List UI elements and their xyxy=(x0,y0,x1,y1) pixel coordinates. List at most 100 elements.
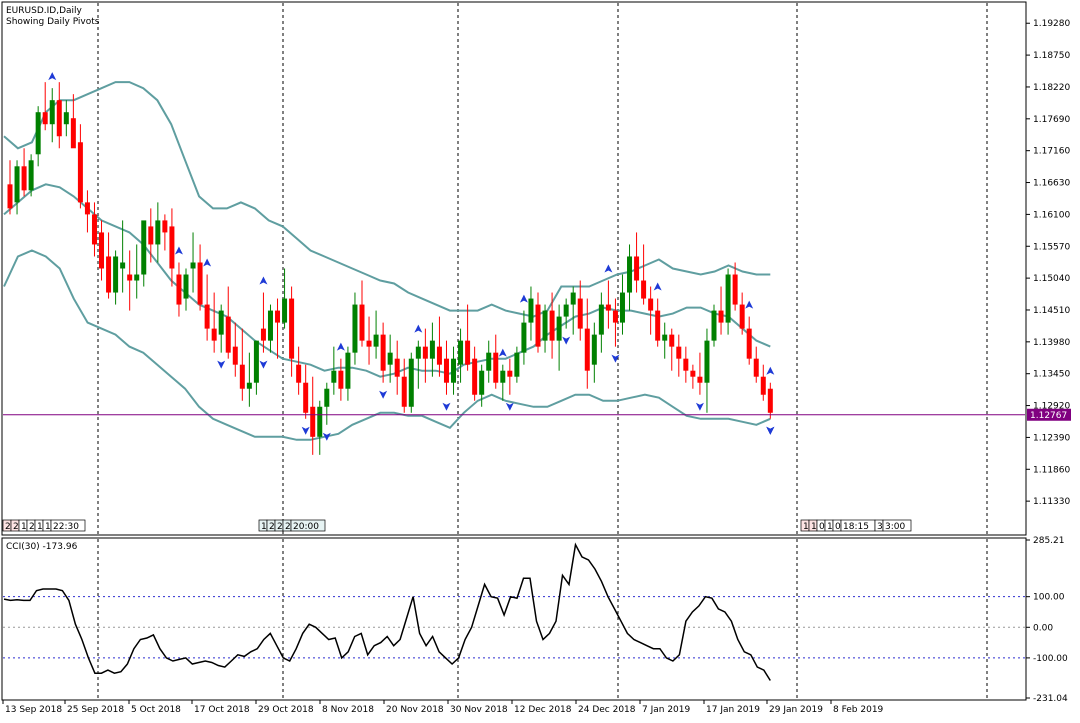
pivot-arrow-14 xyxy=(519,294,528,303)
candle-body-20 xyxy=(148,226,154,245)
candle-body-56 xyxy=(401,376,407,407)
candle-body-8 xyxy=(63,112,69,125)
candle-body-60 xyxy=(429,340,435,359)
pivot-arrow-24 xyxy=(766,426,775,435)
candle-body-29 xyxy=(211,328,217,341)
candle-body-81 xyxy=(577,298,583,329)
price-tick-label-15: 1.11330 xyxy=(1033,497,1070,507)
candle-body-79 xyxy=(563,304,569,317)
candle-body-4 xyxy=(35,112,41,155)
candle-body-68 xyxy=(486,352,492,371)
session-cell-2-7 xyxy=(882,519,912,532)
candle-body-30 xyxy=(218,310,224,335)
candle-body-17 xyxy=(127,274,133,281)
session-cell-text-2-3: 1 xyxy=(827,522,833,532)
candle-body-46 xyxy=(331,370,337,383)
candle-body-107 xyxy=(760,376,766,395)
time-tick-label-0: 13 Sep 2018 xyxy=(5,705,62,715)
candle-body-1 xyxy=(14,166,20,203)
price-tick-label-10: 1.13980 xyxy=(1033,338,1070,348)
pivot-arrows xyxy=(48,72,775,441)
candle-body-11 xyxy=(84,202,90,215)
pivot-arrow-13 xyxy=(505,402,514,411)
session-cell-text-0-2: 1 xyxy=(21,522,27,532)
candle-body-61 xyxy=(436,346,442,365)
candle-body-41 xyxy=(296,364,302,383)
candle-body-108 xyxy=(767,388,773,413)
pivot-arrow-15 xyxy=(562,336,571,345)
candle-body-43 xyxy=(310,406,316,437)
candle-body-82 xyxy=(584,328,590,371)
session-cell-text-2-0: 1 xyxy=(803,522,809,532)
candle-body-87 xyxy=(619,292,625,323)
candle-body-16 xyxy=(120,262,126,269)
candle-body-71 xyxy=(507,370,513,377)
pivot-arrow-17 xyxy=(611,354,620,363)
candle-body-88 xyxy=(627,256,633,293)
session-box-1: 1 2 2 2 20:00 xyxy=(258,519,326,532)
candle-body-97 xyxy=(690,370,696,377)
candle-body-90 xyxy=(641,280,647,299)
candle-body-85 xyxy=(605,304,611,311)
candle-body-15 xyxy=(113,256,119,293)
candle-body-99 xyxy=(704,340,710,383)
candle-body-33 xyxy=(239,364,245,389)
session-cell-text-0-0: 2 xyxy=(5,522,11,532)
candle-body-73 xyxy=(521,322,527,353)
session-cell-text-0-5: 1 xyxy=(45,522,51,532)
candle-body-32 xyxy=(232,346,238,365)
candle-body-42 xyxy=(303,382,309,413)
vertical-grid xyxy=(97,3,988,699)
price-tick-label-5: 1.16630 xyxy=(1033,179,1070,189)
candle-body-7 xyxy=(56,100,62,137)
session-cell-text-2-2: 0 xyxy=(819,522,825,532)
candle-body-64 xyxy=(458,340,464,365)
candle-body-93 xyxy=(662,334,668,341)
candle-body-101 xyxy=(718,310,724,323)
session-cell-text-0-6: 22:30 xyxy=(53,522,79,532)
pivot-arrow-7 xyxy=(322,432,331,441)
candle-body-40 xyxy=(289,298,295,359)
price-axis[interactable]: 1.19280 1.18750 1.18220 1.17690 1.17160 1.166… xyxy=(1026,19,1070,507)
candle-body-80 xyxy=(570,292,576,305)
time-axis[interactable]: 13 Sep 2018 25 Sep 2018 5 Oct 2018 17 Oct 2… xyxy=(2,700,884,715)
candle-body-9 xyxy=(70,118,76,149)
time-tick-label-7: 30 Nov 2018 xyxy=(450,705,508,715)
time-tick-label-4: 29 Oct 2018 xyxy=(258,705,314,715)
pivot-arrow-19 xyxy=(695,402,704,411)
bollinger-bands xyxy=(3,81,771,441)
price-tick-label-12: 1.12920 xyxy=(1033,402,1070,412)
candle-body-95 xyxy=(676,346,682,359)
cci-tick-label-0: 285.21 xyxy=(1033,536,1065,546)
time-tick-label-12: 29 Jan 2019 xyxy=(769,705,823,715)
candle-body-94 xyxy=(669,334,675,347)
candle-body-105 xyxy=(746,328,752,359)
pivot-arrow-10 xyxy=(414,324,423,333)
session-cell-text-2-1: 1 xyxy=(811,522,817,532)
cci-tick-label-3: -100.00 xyxy=(1033,654,1068,664)
candle-body-3 xyxy=(28,160,34,191)
price-tick-label-13: 1.12390 xyxy=(1033,433,1070,443)
price-tick-label-6: 1.16100 xyxy=(1033,210,1070,220)
time-tick-label-8: 12 Dec 2018 xyxy=(514,705,572,715)
cci-line xyxy=(3,542,771,681)
candle-body-2 xyxy=(21,166,27,191)
current-price-line: 1.12767 xyxy=(3,408,1071,421)
pivot-arrow-5 xyxy=(301,426,310,435)
time-tick-label-2: 5 Oct 2018 xyxy=(131,705,181,715)
candle-body-92 xyxy=(655,310,661,341)
price-tick-label-3: 1.17690 xyxy=(1033,115,1070,125)
price-tick-label-14: 1.11860 xyxy=(1033,465,1070,475)
price-tick-label-7: 1.15570 xyxy=(1033,242,1070,252)
candle-body-21 xyxy=(155,220,161,245)
candle-body-35 xyxy=(253,340,259,383)
candle-body-63 xyxy=(451,358,457,383)
pivot-arrow-0 xyxy=(48,72,57,81)
price-tick-label-2: 1.18220 xyxy=(1033,83,1070,93)
candle-body-98 xyxy=(697,376,703,383)
candle-body-38 xyxy=(275,310,281,323)
session-cell-text-0-4: 1 xyxy=(37,522,43,532)
